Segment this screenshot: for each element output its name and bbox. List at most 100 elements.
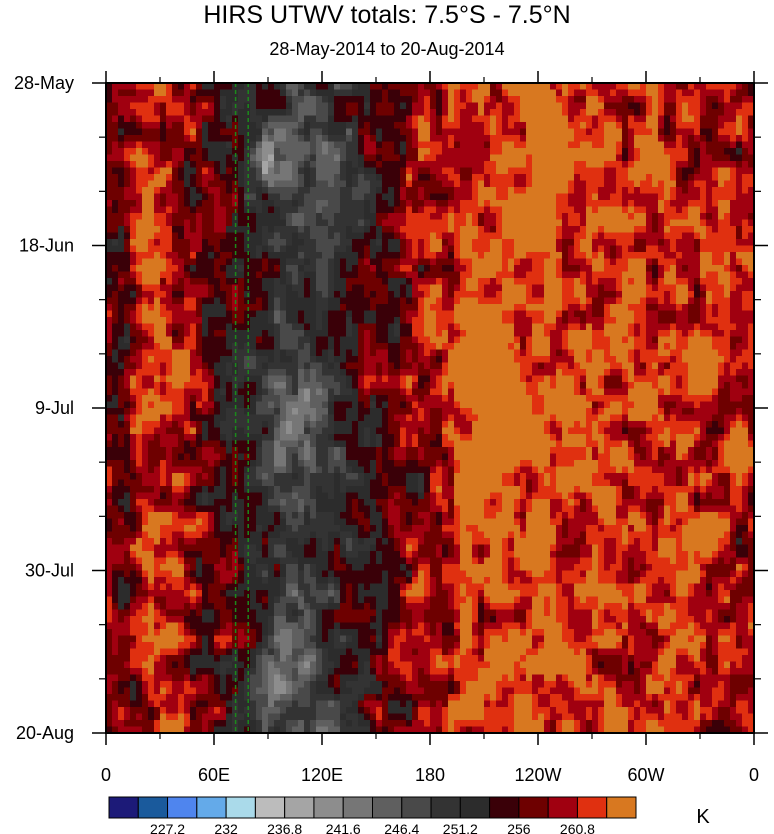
heatmap-cell xyxy=(682,265,689,273)
heatmap-cell xyxy=(556,206,563,214)
heatmap-cell xyxy=(286,115,293,123)
heatmap-cell xyxy=(148,96,155,104)
heatmap-cell xyxy=(256,115,263,123)
heatmap-cell xyxy=(358,356,365,364)
heatmap-cell xyxy=(178,102,185,110)
heatmap-cell xyxy=(322,362,329,370)
heatmap-cell xyxy=(376,115,383,123)
heatmap-cell xyxy=(376,148,383,156)
heatmap-cell xyxy=(502,284,509,292)
heatmap-cell xyxy=(622,193,629,201)
heatmap-cell xyxy=(682,278,689,286)
heatmap-cell xyxy=(256,258,263,266)
heatmap-cell xyxy=(352,304,359,312)
heatmap-cell xyxy=(598,102,605,110)
heatmap-cell xyxy=(226,206,233,214)
heatmap-cell xyxy=(634,349,641,357)
heatmap-cell xyxy=(244,161,251,169)
heatmap-cell xyxy=(280,336,287,344)
heatmap-cell xyxy=(412,115,419,123)
heatmap-cell xyxy=(424,232,431,240)
heatmap-cell xyxy=(682,310,689,318)
heatmap-cell xyxy=(502,349,509,357)
heatmap-cell xyxy=(460,330,467,338)
heatmap-cell xyxy=(748,297,754,305)
heatmap-cell xyxy=(142,252,149,260)
heatmap-cell xyxy=(652,362,659,370)
heatmap-cell xyxy=(328,317,335,325)
heatmap-cell xyxy=(736,135,743,143)
heatmap-cell xyxy=(364,148,371,156)
heatmap-cell xyxy=(604,128,611,136)
heatmap-cell xyxy=(280,343,287,351)
heatmap-cell xyxy=(748,206,754,214)
heatmap-cell xyxy=(250,122,257,130)
heatmap-cell xyxy=(520,193,527,201)
heatmap-cell xyxy=(286,317,293,325)
heatmap-cell xyxy=(502,219,509,227)
heatmap-cell xyxy=(118,369,125,377)
heatmap-cell xyxy=(334,232,341,240)
heatmap-cell xyxy=(418,226,425,234)
heatmap-cell xyxy=(376,96,383,104)
heatmap-cell xyxy=(508,83,515,91)
heatmap-cell xyxy=(148,83,155,91)
heatmap-cell xyxy=(478,115,485,123)
heatmap-cell xyxy=(682,317,689,325)
heatmap-cell xyxy=(274,239,281,247)
heatmap-cell xyxy=(412,102,419,110)
heatmap-cell xyxy=(292,213,299,221)
heatmap-cell xyxy=(238,193,245,201)
heatmap-cell xyxy=(208,375,215,383)
heatmap-cell xyxy=(154,115,161,123)
heatmap-cell xyxy=(370,356,377,364)
heatmap-cell xyxy=(592,135,599,143)
heatmap-cell xyxy=(298,89,305,97)
heatmap-cell xyxy=(640,245,647,253)
heatmap-cell xyxy=(742,96,749,104)
heatmap-cell xyxy=(376,245,383,253)
heatmap-cell xyxy=(730,187,737,195)
heatmap-cell xyxy=(154,122,161,130)
heatmap-cell xyxy=(616,122,623,130)
heatmap-cell xyxy=(562,167,569,175)
heatmap-cell xyxy=(544,122,551,130)
heatmap-cell xyxy=(742,200,749,208)
heatmap-cell xyxy=(316,304,323,312)
heatmap-cell xyxy=(424,375,431,383)
heatmap-cell xyxy=(532,232,539,240)
heatmap-cell xyxy=(382,200,389,208)
heatmap-cell xyxy=(376,180,383,188)
heatmap-cell xyxy=(736,239,743,247)
heatmap-cell xyxy=(478,245,485,253)
heatmap-cell xyxy=(136,174,143,182)
heatmap-cell xyxy=(298,83,305,91)
heatmap-cell xyxy=(430,102,437,110)
heatmap-cell xyxy=(652,297,659,305)
heatmap-cell xyxy=(586,375,593,383)
heatmap-cell xyxy=(286,258,293,266)
heatmap-cell xyxy=(640,167,647,175)
heatmap-cell xyxy=(370,180,377,188)
heatmap-cell xyxy=(418,200,425,208)
heatmap-cell xyxy=(178,232,185,240)
heatmap-cell xyxy=(262,226,269,234)
heatmap-cell xyxy=(346,109,353,117)
heatmap-cell xyxy=(436,258,443,266)
heatmap-cell xyxy=(682,362,689,370)
heatmap-cell xyxy=(448,115,455,123)
heatmap-cell xyxy=(622,362,629,370)
heatmap-cell xyxy=(166,167,173,175)
heatmap-cell xyxy=(742,304,749,312)
heatmap-cell xyxy=(340,219,347,227)
heatmap-cell xyxy=(226,187,233,195)
heatmap-cell xyxy=(370,291,377,299)
heatmap-cell xyxy=(700,219,707,227)
heatmap-cell xyxy=(580,375,587,383)
heatmap-cell xyxy=(730,252,737,260)
heatmap-cell xyxy=(310,252,317,260)
heatmap-cell xyxy=(724,206,731,214)
heatmap-cell xyxy=(178,265,185,273)
heatmap-cell xyxy=(742,89,749,97)
heatmap-cell xyxy=(460,278,467,286)
